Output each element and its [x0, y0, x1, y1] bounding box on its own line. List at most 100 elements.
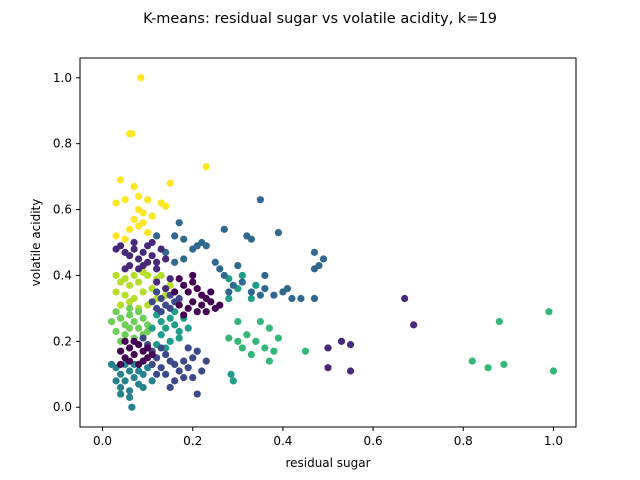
- data-point-cluster-0-15: [130, 215, 138, 224]
- data-point-cluster-5-9: [126, 387, 134, 395]
- data-point-cluster-5-17: [107, 360, 116, 368]
- data-point-cluster-3-7: [247, 350, 255, 359]
- data-point-cluster-7-18: [157, 364, 165, 372]
- data-point-cluster-6-16: [238, 278, 246, 286]
- data-point-cluster-7-28: [171, 377, 179, 385]
- data-point-cluster-6-6: [202, 242, 210, 250]
- data-point-cluster-6-18: [229, 281, 237, 289]
- data-point-cluster-8-16: [112, 245, 120, 253]
- data-point-cluster-7-29: [189, 373, 197, 382]
- data-point-cluster-9-30: [216, 301, 224, 309]
- data-point-cluster-6-19: [247, 288, 255, 296]
- data-point-cluster-9-8: [144, 344, 152, 352]
- data-point-cluster-3-16: [495, 317, 503, 326]
- data-point-cluster-0-21: [112, 232, 120, 240]
- y-tick-label: 1.0: [53, 71, 72, 85]
- data-point-cluster-9-13: [148, 350, 156, 359]
- data-point-cluster-6-11: [171, 232, 179, 240]
- data-point-cluster-7-1: [157, 294, 165, 303]
- data-point-cluster-3-9: [225, 334, 233, 342]
- chart-title: K-means: residual sugar vs volatile acid…: [143, 11, 497, 27]
- data-point-cluster-1-2: [121, 275, 129, 283]
- data-point-cluster-6-24: [279, 288, 287, 296]
- data-point-cluster-6-28: [310, 248, 319, 256]
- data-point-cluster-4-15: [225, 294, 233, 303]
- data-point-cluster-9-0: [121, 337, 129, 345]
- data-point-cluster-4-14: [148, 324, 156, 332]
- data-point-cluster-4-20: [252, 281, 260, 289]
- data-point-cluster-5-8: [116, 383, 125, 392]
- data-point-cluster-1-9: [157, 271, 165, 280]
- data-point-cluster-7-24: [189, 354, 197, 362]
- data-point-cluster-6-1: [220, 225, 228, 233]
- data-point-cluster-9-1: [126, 344, 134, 352]
- data-point-cluster-3-8: [238, 344, 246, 352]
- data-point-cluster-4-1: [157, 317, 165, 326]
- data-point-cluster-4-16: [229, 377, 237, 385]
- data-point-cluster-3-17: [500, 360, 508, 368]
- data-point-cluster-5-19: [116, 390, 125, 398]
- data-point-cluster-9-31: [171, 288, 179, 296]
- data-point-cluster-6-33: [171, 258, 179, 266]
- data-point-cluster-8-3: [130, 245, 138, 253]
- data-point-cluster-2-3: [126, 311, 134, 319]
- data-point-cluster-8-10: [162, 255, 170, 263]
- data-point-cluster-6-9: [247, 235, 255, 243]
- data-point-cluster-6-21: [270, 291, 278, 299]
- data-point-cluster-0-10: [144, 196, 152, 204]
- data-point-cluster-9-12: [139, 357, 147, 365]
- data-point-cluster-6-4: [189, 245, 197, 253]
- data-point-cluster-9-14: [116, 360, 125, 368]
- data-point-cluster-8-18: [148, 238, 156, 247]
- data-point-cluster-3-12: [301, 347, 310, 355]
- data-point-cluster-6-32: [225, 288, 233, 296]
- data-point-cluster-3-14: [468, 357, 476, 365]
- data-point-cluster-6-23: [288, 294, 296, 303]
- data-point-cluster-9-16: [180, 281, 188, 289]
- data-point-cluster-4-17: [227, 370, 235, 378]
- data-point-cluster-7-15: [162, 350, 170, 359]
- data-point-cluster-7-23: [193, 347, 201, 355]
- data-point-cluster-8-5: [139, 248, 147, 256]
- data-point-cluster-6-13: [234, 261, 242, 270]
- data-point-cluster-0-0: [137, 74, 145, 82]
- data-point-cluster-8-22: [337, 337, 346, 345]
- data-point-cluster-7-10: [139, 334, 147, 342]
- data-point-cluster-0-19: [144, 229, 152, 237]
- data-point-cluster-9-2: [130, 350, 138, 359]
- data-point-cluster-3-3: [243, 331, 251, 339]
- points-layer: [107, 74, 558, 411]
- data-point-cluster-0-14: [139, 209, 147, 217]
- y-tick-label: 0.4: [53, 268, 72, 282]
- data-point-cluster-0-18: [126, 225, 134, 233]
- data-point-cluster-5-2: [121, 377, 129, 385]
- data-point-cluster-8-2: [126, 252, 134, 260]
- data-point-cluster-6-2: [274, 229, 282, 237]
- data-point-cluster-3-15: [484, 364, 492, 372]
- data-point-cluster-4-22: [238, 271, 246, 280]
- data-point-cluster-0-6: [130, 182, 138, 191]
- data-point-cluster-9-10: [121, 354, 129, 362]
- data-point-cluster-7-30: [193, 390, 201, 398]
- data-point-cluster-7-26: [180, 373, 188, 382]
- data-point-cluster-2-13: [126, 324, 134, 332]
- data-point-cluster-1-11: [112, 288, 120, 296]
- data-point-cluster-8-21: [410, 321, 418, 329]
- data-point-cluster-0-4: [116, 176, 125, 184]
- data-point-cluster-7-31: [153, 370, 161, 378]
- data-point-cluster-7-14: [157, 344, 165, 352]
- data-point-cluster-9-33: [207, 288, 215, 296]
- data-point-cluster-6-7: [211, 258, 219, 266]
- data-point-cluster-0-22: [121, 235, 129, 243]
- x-axis: 0.0 0.2 0.4 0.6 0.8 1.0: [93, 427, 563, 448]
- data-point-cluster-9-9: [116, 347, 125, 355]
- data-point-cluster-6-15: [220, 271, 228, 280]
- data-point-cluster-9-24: [189, 298, 197, 306]
- data-point-cluster-1-0: [112, 271, 120, 280]
- data-point-cluster-8-17: [130, 238, 138, 247]
- data-point-cluster-9-18: [189, 278, 197, 286]
- data-point-cluster-4-19: [247, 294, 255, 303]
- data-point-cluster-3-2: [265, 324, 273, 332]
